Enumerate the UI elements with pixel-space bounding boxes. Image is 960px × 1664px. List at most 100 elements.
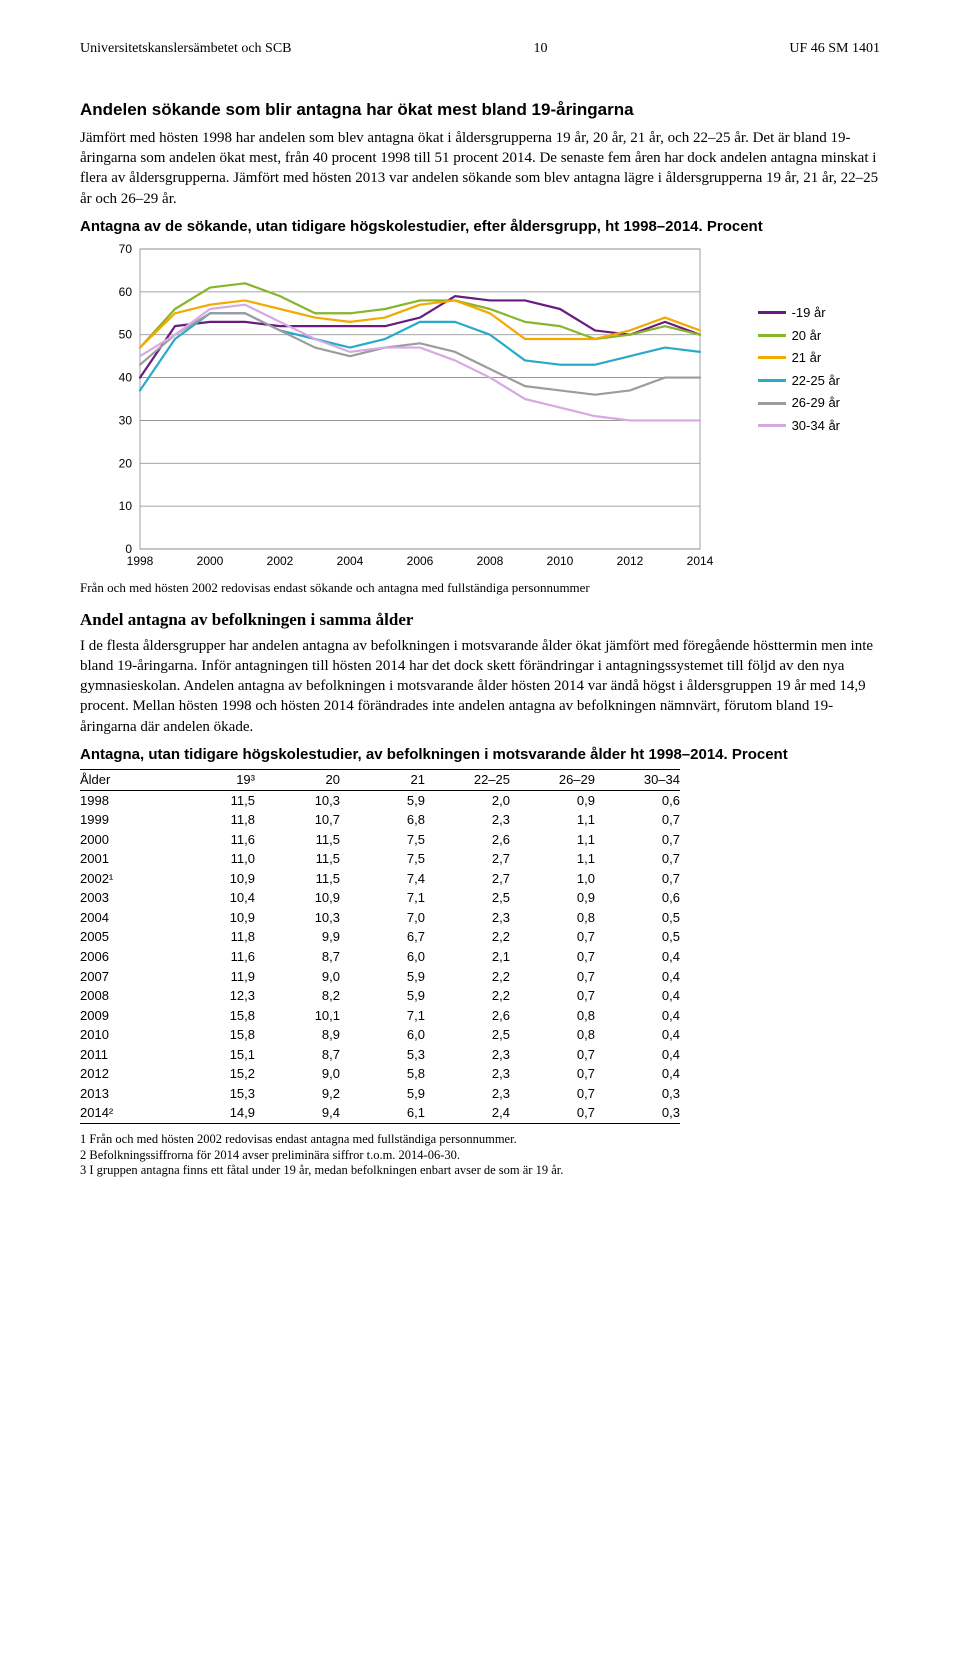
- table-cell: 11,9: [170, 967, 255, 987]
- table-cell: 7,5: [340, 849, 425, 869]
- table-row: 200511,89,96,72,20,70,5: [80, 927, 680, 947]
- table-cell: 0,4: [595, 1064, 680, 1084]
- table-row: 200915,810,17,12,60,80,4: [80, 1006, 680, 1026]
- table-cell: 10,1: [255, 1006, 340, 1026]
- table-row: 201215,29,05,82,30,70,4: [80, 1064, 680, 1084]
- table-cell: 9,4: [255, 1103, 340, 1123]
- table-cell: 1,1: [510, 849, 595, 869]
- table-cell: 2008: [80, 986, 170, 1006]
- svg-text:70: 70: [119, 242, 133, 256]
- table-cell: 0,4: [595, 967, 680, 987]
- table-cell: 2001: [80, 849, 170, 869]
- table-cell: 2004: [80, 908, 170, 928]
- table-row: 200011,611,57,52,61,10,7: [80, 830, 680, 850]
- svg-text:2006: 2006: [407, 554, 434, 568]
- table-title: Antagna, utan tidigare högskolestudier, …: [80, 745, 880, 765]
- table-cell: 2005: [80, 927, 170, 947]
- table-cell: 15,3: [170, 1084, 255, 1104]
- table-cell: 0,7: [510, 1103, 595, 1123]
- table-cell: 8,7: [255, 1045, 340, 1065]
- svg-text:10: 10: [119, 499, 133, 513]
- legend-label: 30-34 år: [792, 417, 840, 435]
- table-cell: 2,1: [425, 947, 510, 967]
- legend-label: 22-25 år: [792, 372, 840, 390]
- legend-item: 20 år: [758, 327, 840, 345]
- table-cell: 2,3: [425, 1045, 510, 1065]
- svg-text:2010: 2010: [547, 554, 574, 568]
- table-cell: 2006: [80, 947, 170, 967]
- legend-item: 30-34 år: [758, 417, 840, 435]
- table-cell: 9,2: [255, 1084, 340, 1104]
- table-cell: 2011: [80, 1045, 170, 1065]
- table-cell: 12,3: [170, 986, 255, 1006]
- table-row: 199811,510,35,92,00,90,6: [80, 790, 680, 810]
- table-cell: 2,2: [425, 927, 510, 947]
- table-cell: 2,3: [425, 810, 510, 830]
- table-cell: 0,7: [595, 849, 680, 869]
- table-row: 201315,39,25,92,30,70,3: [80, 1084, 680, 1104]
- table-cell: 2,6: [425, 1006, 510, 1026]
- table-cell: 0,8: [510, 1025, 595, 1045]
- table-cell: 1,1: [510, 830, 595, 850]
- legend-swatch: [758, 356, 786, 359]
- table-row: 199911,810,76,82,31,10,7: [80, 810, 680, 830]
- table-row: 2002¹10,911,57,42,71,00,7: [80, 869, 680, 889]
- table-cell: 8,7: [255, 947, 340, 967]
- table-cell: 2,2: [425, 986, 510, 1006]
- table-cell: 10,9: [170, 869, 255, 889]
- table-cell: 15,1: [170, 1045, 255, 1065]
- table-cell: 5,9: [340, 986, 425, 1006]
- svg-text:2000: 2000: [197, 554, 224, 568]
- table-cell: 10,7: [255, 810, 340, 830]
- table-cell: 11,5: [255, 869, 340, 889]
- svg-text:30: 30: [119, 414, 133, 428]
- table-cell: 2,7: [425, 869, 510, 889]
- table-cell: 2,3: [425, 908, 510, 928]
- svg-text:2004: 2004: [337, 554, 364, 568]
- table-cell: 2,5: [425, 1025, 510, 1045]
- legend-label: 20 år: [792, 327, 822, 345]
- line-chart: 0102030405060701998200020022004200620082…: [80, 239, 840, 569]
- table-cell: 11,5: [255, 830, 340, 850]
- table-header-cell: 30–34: [595, 770, 680, 791]
- svg-text:2012: 2012: [617, 554, 644, 568]
- table-cell: 0,6: [595, 888, 680, 908]
- table-cell: 2003: [80, 888, 170, 908]
- table-cell: 0,7: [510, 947, 595, 967]
- chart-legend: -19 år20 år21 år22-25 år26-29 år30-34 år: [758, 304, 840, 439]
- table-cell: 7,5: [340, 830, 425, 850]
- table-cell: 5,8: [340, 1064, 425, 1084]
- table-cell: 11,0: [170, 849, 255, 869]
- legend-label: 26-29 år: [792, 394, 840, 412]
- table-cell: 0,7: [510, 1045, 595, 1065]
- table-cell: 0,4: [595, 986, 680, 1006]
- table-cell: 11,8: [170, 810, 255, 830]
- table-cell: 2,3: [425, 1064, 510, 1084]
- table-row: 2014²14,99,46,12,40,70,3: [80, 1103, 680, 1123]
- table-cell: 1,0: [510, 869, 595, 889]
- table-cell: 0,9: [510, 888, 595, 908]
- legend-swatch: [758, 402, 786, 405]
- table-row: 201115,18,75,32,30,70,4: [80, 1045, 680, 1065]
- table-cell: 1999: [80, 810, 170, 830]
- svg-text:2002: 2002: [267, 554, 294, 568]
- table-row: 200611,68,76,02,10,70,4: [80, 947, 680, 967]
- table-cell: 2000: [80, 830, 170, 850]
- table-cell: 2,6: [425, 830, 510, 850]
- table-cell: 2010: [80, 1025, 170, 1045]
- table-cell: 0,7: [595, 869, 680, 889]
- section-heading-2: Andel antagna av befolkningen i samma ål…: [80, 609, 880, 632]
- table-cell: 5,9: [340, 790, 425, 810]
- table-cell: 5,9: [340, 1084, 425, 1104]
- paragraph-1: Jämfört med hösten 1998 har andelen som …: [80, 128, 880, 209]
- table-cell: 2012: [80, 1064, 170, 1084]
- legend-swatch: [758, 334, 786, 337]
- table-body: 199811,510,35,92,00,90,6199911,810,76,82…: [80, 790, 680, 1123]
- table-cell: 0,4: [595, 1006, 680, 1026]
- table-cell: 10,3: [255, 790, 340, 810]
- table-cell: 5,9: [340, 967, 425, 987]
- table-cell: 10,4: [170, 888, 255, 908]
- table-cell: 0,7: [595, 810, 680, 830]
- table-cell: 1,1: [510, 810, 595, 830]
- table-cell: 0,8: [510, 908, 595, 928]
